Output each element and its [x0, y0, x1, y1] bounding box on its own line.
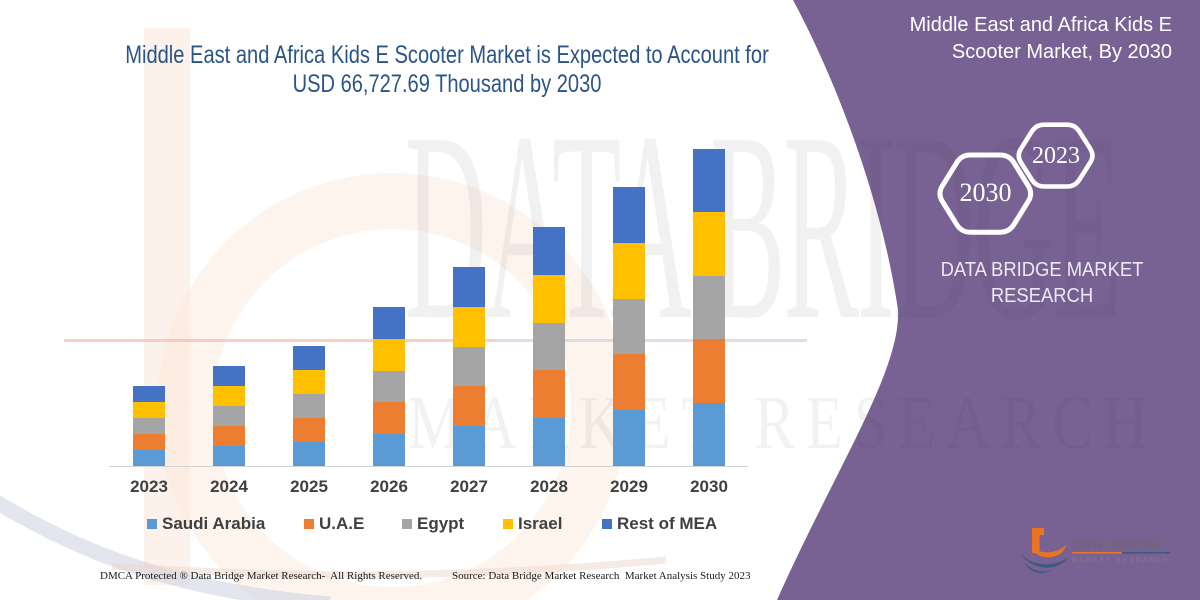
- svg-text:DATA BRIDGE: DATA BRIDGE: [1072, 537, 1163, 552]
- svg-text:MARKET RESEARCH: MARKET RESEARCH: [1072, 557, 1170, 564]
